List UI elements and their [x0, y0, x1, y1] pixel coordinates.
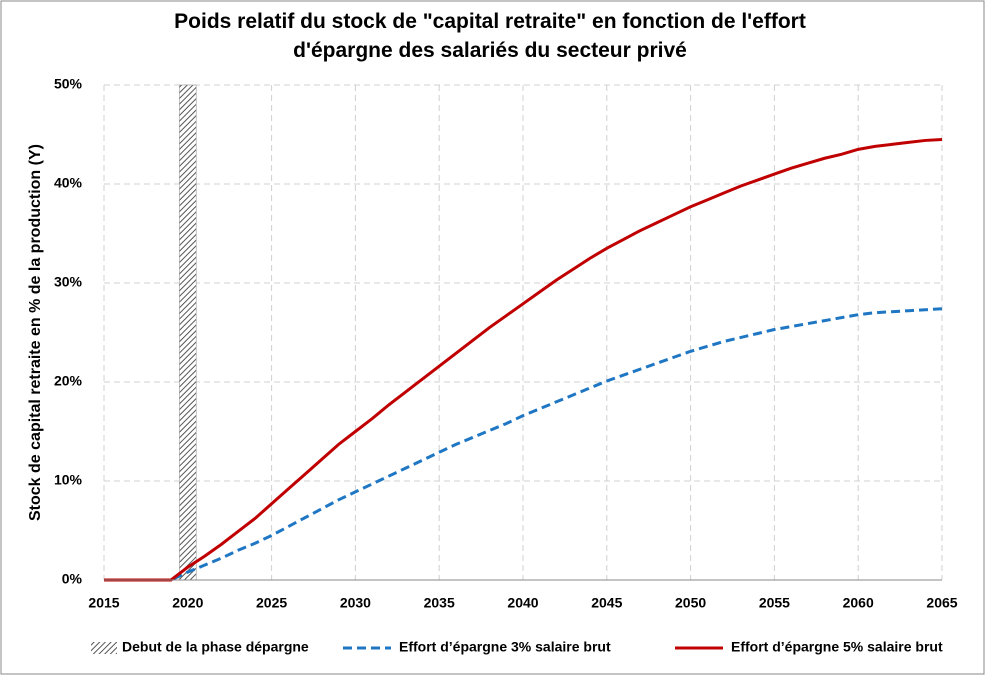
- phase-band: [179, 84, 197, 581]
- legend-swatch: [91, 642, 117, 654]
- y-axis-label: Stock de capital retraite en % de la pro…: [27, 144, 44, 521]
- x-tick-label: 2050: [675, 595, 706, 611]
- x-tick-label: 2025: [256, 595, 287, 611]
- legend-label: Effort d’épargne 3% salaire brut: [399, 639, 611, 655]
- x-tick-label: 2035: [424, 595, 455, 611]
- x-tick-label: 2015: [88, 595, 119, 611]
- x-tick-label: 2065: [926, 595, 957, 611]
- x-tick-label: 2055: [759, 595, 790, 611]
- y-tick-label: 30%: [54, 274, 83, 290]
- legend-label: Effort d’épargne 5% salaire brut: [731, 639, 943, 655]
- x-tick-label: 2020: [172, 595, 203, 611]
- y-tick-label: 50%: [54, 76, 83, 92]
- x-tick-label: 2045: [591, 595, 622, 611]
- y-tick-label: 10%: [54, 472, 83, 488]
- y-tick-label: 40%: [54, 175, 83, 191]
- chart-title: d'épargne des salariés du secteur privé: [293, 39, 687, 62]
- x-tick-label: 2040: [507, 595, 538, 611]
- series-line: [104, 137, 943, 582]
- chart-title: Poids relatif du stock de "capital retra…: [174, 10, 806, 33]
- x-tick-label: 2030: [340, 595, 371, 611]
- x-tick-label: 2060: [843, 595, 874, 611]
- y-tick-label: 20%: [54, 373, 83, 389]
- series-line: [104, 307, 943, 582]
- legend-label: Debut de la phase dépargne: [122, 639, 309, 655]
- y-tick-label: 0%: [62, 571, 83, 587]
